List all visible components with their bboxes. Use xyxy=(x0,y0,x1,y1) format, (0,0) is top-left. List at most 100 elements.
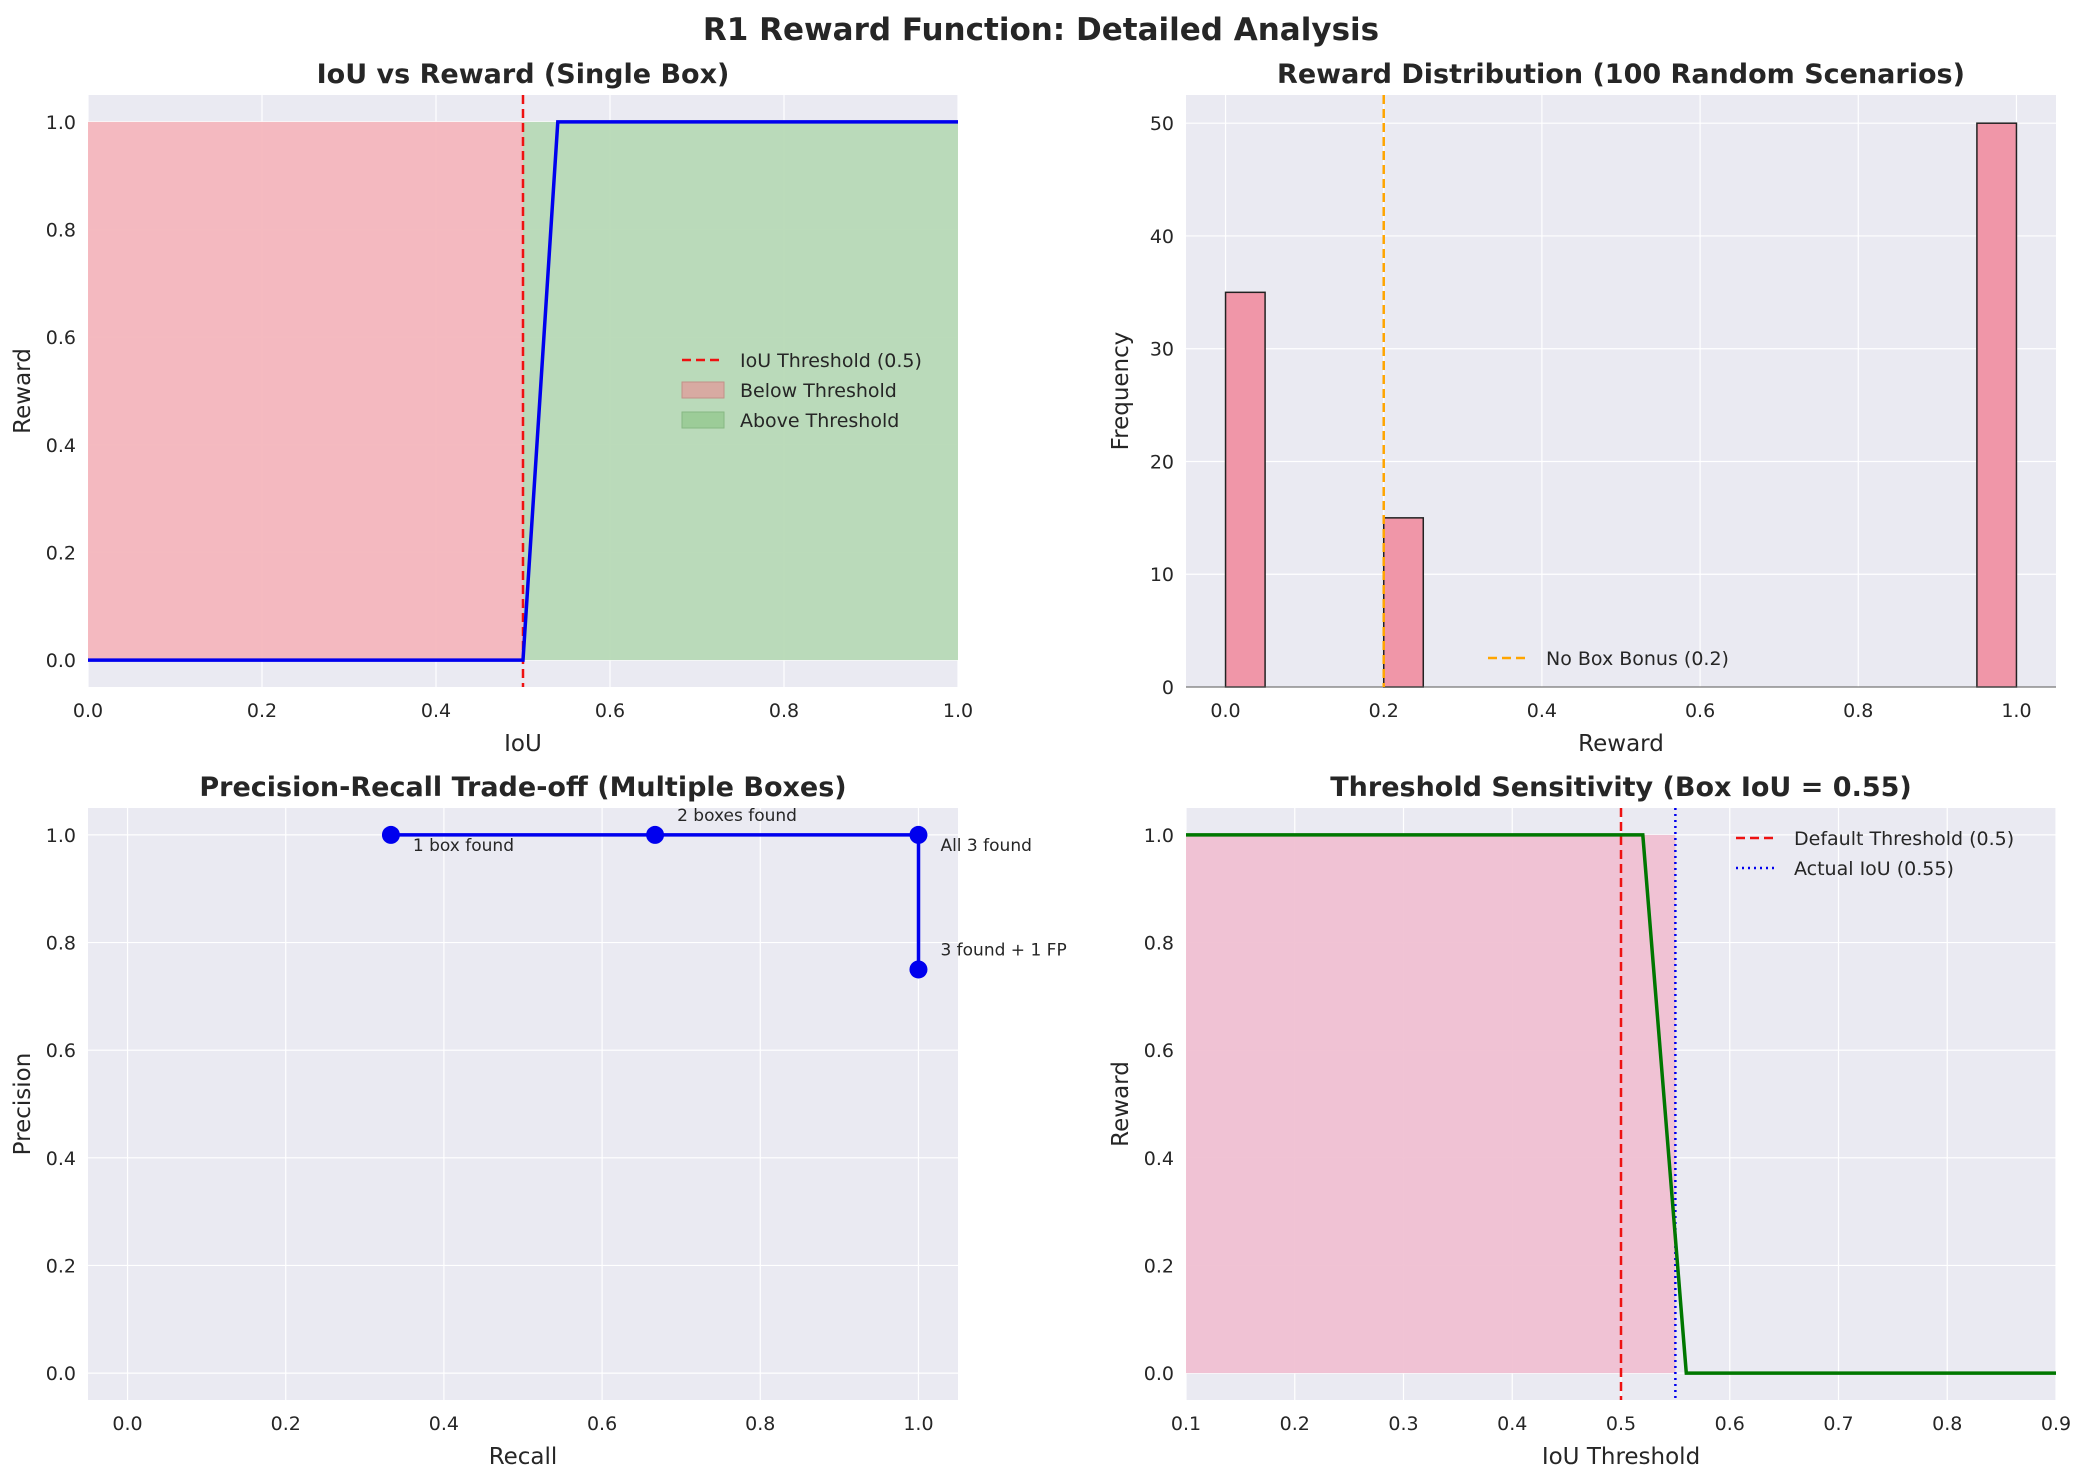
marks: 1 box found 2 boxes found All 3 found 3 fou… xyxy=(381,806,1067,979)
y-tick-label: 0.2 xyxy=(46,542,76,564)
legend: No Box Bonus (0.2) xyxy=(1488,648,1729,670)
y-tick-label: 0.2 xyxy=(46,1255,76,1277)
panel-precision-recall: 1 box found 2 boxes found All 3 found 3 fou… xyxy=(10,772,1067,1470)
y-tick-label: 1.0 xyxy=(46,825,76,847)
legend-swatch-below xyxy=(681,381,725,399)
marks xyxy=(1186,808,2056,1400)
histogram-bar xyxy=(1976,122,2018,688)
y-tick-label: 0.6 xyxy=(46,1040,76,1062)
y-tick-label: 0.8 xyxy=(1144,933,1174,955)
x-tick-label: 0.8 xyxy=(1932,1413,1962,1435)
x-tick-label: 0.2 xyxy=(247,700,277,722)
x-tick-label: 0.8 xyxy=(769,700,799,722)
y-tick-label: 10 xyxy=(1150,564,1174,586)
y-tick-label: 50 xyxy=(1150,113,1174,135)
point-annotation: 3 found + 1 FP xyxy=(940,940,1066,960)
legend-swatch-above xyxy=(681,411,725,429)
panel-iou-vs-reward: 0.0 0.2 0.4 0.6 0.8 1.0 0.0 0.2 0.4 0.6 0.8 1.0 IoU… xyxy=(10,59,973,757)
x-tick-label: 0.4 xyxy=(429,1413,459,1435)
panel-title: Precision-Recall Trade-off (Multiple Box… xyxy=(199,772,846,803)
x-tick-label: 0.6 xyxy=(595,700,625,722)
point-annotation: All 3 found xyxy=(940,836,1031,856)
panel-title: Threshold Sensitivity (Box IoU = 0.55) xyxy=(1330,772,1912,803)
y-tick-label: 0.4 xyxy=(46,435,76,457)
x-tick-label: 0.2 xyxy=(271,1413,301,1435)
below-threshold-fill xyxy=(88,121,523,661)
y-axis-label: Reward xyxy=(10,348,36,434)
reward-region-fill xyxy=(1186,834,1676,1374)
y-tick-label: 0.6 xyxy=(1144,1040,1174,1062)
grid xyxy=(88,808,958,1400)
y-tick-label: 1.0 xyxy=(1144,825,1174,847)
sensitivity-line xyxy=(1186,833,2056,1375)
y-tick-label: 20 xyxy=(1150,451,1174,473)
figure-title: R1 Reward Function: Detailed Analysis xyxy=(703,12,1379,48)
x-axis-label: IoU xyxy=(504,731,542,757)
x-tick-label: 0.5 xyxy=(1606,1413,1636,1435)
x-tick-label: 0.2 xyxy=(1280,1413,1310,1435)
point-annotation: 1 box found xyxy=(413,836,514,856)
x-tick-label: 0.3 xyxy=(1388,1413,1418,1435)
pr-line xyxy=(390,833,921,970)
legend-label-actual-iou: Actual IoU (0.55) xyxy=(1794,858,1954,880)
y-axis-label: Frequency xyxy=(1108,332,1134,451)
y-tick-label: 0.2 xyxy=(1144,1255,1174,1277)
pr-point xyxy=(909,825,928,844)
ticks: 0.0 0.2 0.4 0.6 0.8 1.0 0.0 0.2 0.4 0.6 0.8 1.0 xyxy=(46,825,934,1435)
above-threshold-fill xyxy=(523,121,958,661)
plot-area xyxy=(88,808,958,1400)
histogram-bar xyxy=(1224,291,1266,688)
plot-area xyxy=(1186,95,2056,687)
x-tick-label: 0.8 xyxy=(745,1413,775,1435)
legend-label-threshold: IoU Threshold (0.5) xyxy=(740,350,922,372)
panel-threshold-sensitivity: 0.1 0.2 0.3 0.4 0.5 0.6 0.7 0.8 0.9 0.0 0.2 0.4 0.6 0… xyxy=(1108,772,2071,1470)
y-tick-label: 1.0 xyxy=(46,112,76,134)
panel-reward-distribution: 0.0 0.2 0.4 0.6 0.8 1.0 0 10 20 30 40 50 Reward Dis… xyxy=(1108,59,2056,757)
legend-label-no-box-bonus: No Box Bonus (0.2) xyxy=(1546,648,1729,670)
x-tick-label: 1.0 xyxy=(2001,700,2031,722)
x-tick-label: 0.4 xyxy=(1497,1413,1527,1435)
x-tick-label: 0.4 xyxy=(1527,700,1557,722)
ticks: 0.0 0.2 0.4 0.6 0.8 1.0 0.0 0.2 0.4 0.6 0.8 1.0 xyxy=(46,112,973,722)
x-tick-label: 0.4 xyxy=(421,700,451,722)
histogram-bar xyxy=(1382,517,1425,688)
marks xyxy=(88,95,958,687)
legend-label-default-threshold: Default Threshold (0.5) xyxy=(1794,828,2014,850)
y-tick-label: 0.8 xyxy=(46,220,76,242)
x-axis-label: IoU Threshold xyxy=(1542,1444,1700,1470)
pr-point xyxy=(381,825,400,844)
x-tick-label: 0.6 xyxy=(587,1413,617,1435)
x-tick-label: 0.9 xyxy=(2041,1413,2071,1435)
reward-line xyxy=(88,120,958,662)
y-tick-label: 0.4 xyxy=(46,1148,76,1170)
ticks: 0.1 0.2 0.3 0.4 0.5 0.6 0.7 0.8 0.9 0.0 0.2 0.4 0.6 0… xyxy=(1144,825,2071,1435)
x-axis-label: Recall xyxy=(489,1444,558,1470)
y-axis-label: Reward xyxy=(1108,1061,1134,1147)
legend: Default Threshold (0.5) Actual IoU (0.55… xyxy=(1736,828,2014,880)
y-tick-label: 0.0 xyxy=(46,650,76,672)
y-tick-label: 30 xyxy=(1150,339,1174,361)
y-tick-label: 0.6 xyxy=(46,327,76,349)
legend-label-above: Above Threshold xyxy=(740,410,899,432)
marks xyxy=(1186,95,2056,688)
x-tick-label: 0.7 xyxy=(1823,1413,1853,1435)
x-tick-label: 0.0 xyxy=(112,1413,142,1435)
panel-title: Reward Distribution (100 Random Scenario… xyxy=(1277,59,1965,90)
y-tick-label: 40 xyxy=(1150,226,1174,248)
y-tick-label: 0.0 xyxy=(1144,1363,1174,1385)
x-tick-label: 1.0 xyxy=(903,1413,933,1435)
x-tick-label: 0.6 xyxy=(1715,1413,1745,1435)
x-tick-label: 0.0 xyxy=(73,700,103,722)
y-tick-label: 0.0 xyxy=(46,1363,76,1385)
x-tick-label: 1.0 xyxy=(943,700,973,722)
y-tick-label: 0 xyxy=(1162,677,1174,699)
y-axis-label: Precision xyxy=(10,1053,36,1156)
x-axis-label: Reward xyxy=(1578,731,1664,757)
x-tick-label: 0.6 xyxy=(1685,700,1715,722)
x-tick-label: 0.8 xyxy=(1843,700,1873,722)
legend-label-below: Below Threshold xyxy=(740,380,897,402)
point-annotation: 2 boxes found xyxy=(677,806,797,826)
panel-title: IoU vs Reward (Single Box) xyxy=(317,59,730,90)
legend: IoU Threshold (0.5) Below Threshold Abov… xyxy=(681,350,922,432)
